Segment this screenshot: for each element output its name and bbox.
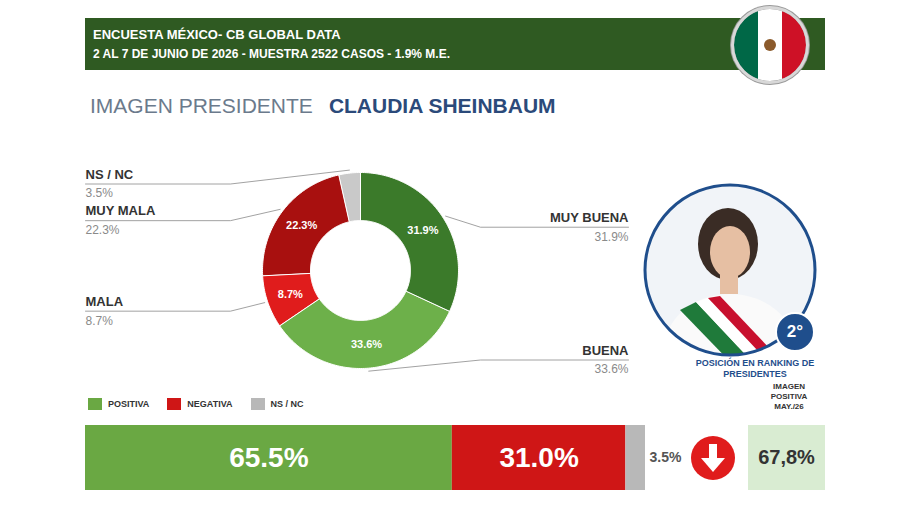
- html-text:POSITIVA: POSITIVA: [108, 399, 150, 409]
- svg-text:8.7%: 8.7%: [278, 288, 303, 300]
- html-text:CLAUDIA SHEINBAUM: CLAUDIA SHEINBAUM: [328, 94, 556, 117]
- html-text:IMAGEN POSITIVA MAY./26: IMAGEN POSITIVA MAY./26: [770, 382, 808, 411]
- html-text:2°: 2°: [786, 322, 804, 341]
- svg-text:MALA: MALA: [86, 294, 124, 309]
- svg-text:BUENA: BUENA: [582, 343, 629, 358]
- svg-text:8.7%: 8.7%: [86, 314, 114, 328]
- svg-text:33.6%: 33.6%: [351, 338, 382, 350]
- svg-text:MUY MALA: MUY MALA: [86, 203, 156, 218]
- html-text:2 AL 7 DE JUNIO DE 2026 - MUES: 2 AL 7 DE JUNIO DE 2026 - MUESTRA 2522 C…: [93, 47, 450, 61]
- svg-text:MUY BUENA: MUY BUENA: [550, 210, 629, 225]
- svg-text:31.9%: 31.9%: [594, 230, 628, 244]
- svg-text:22.3%: 22.3%: [86, 223, 120, 237]
- html-text:POSICIÓN EN RANKING DE PRESIDE: POSICIÓN EN RANKING DE PRESIDENTES: [695, 358, 815, 379]
- html-text:NS / NC: NS / NC: [270, 399, 304, 409]
- html-text:ENCUESTA MÉXICO- CB GLOBAL DAT: ENCUESTA MÉXICO- CB GLOBAL DATA: [93, 27, 341, 42]
- svg-text:3.5%: 3.5%: [86, 186, 114, 200]
- svg-text:33.6%: 33.6%: [594, 362, 628, 376]
- svg-text:22.3%: 22.3%: [286, 219, 317, 231]
- svg-text:65.5%: 65.5%: [229, 442, 308, 473]
- svg-text:31.9%: 31.9%: [407, 224, 438, 236]
- html-text:IMAGEN PRESIDENTE: IMAGEN PRESIDENTE: [90, 94, 313, 117]
- svg-text:NS / NC: NS / NC: [86, 167, 134, 182]
- html-text:NEGATIVA: NEGATIVA: [187, 399, 233, 409]
- svg-text:31.0%: 31.0%: [499, 442, 578, 473]
- svg-text:3.5%: 3.5%: [650, 449, 682, 465]
- html-text:67,8%: 67,8%: [758, 446, 815, 468]
